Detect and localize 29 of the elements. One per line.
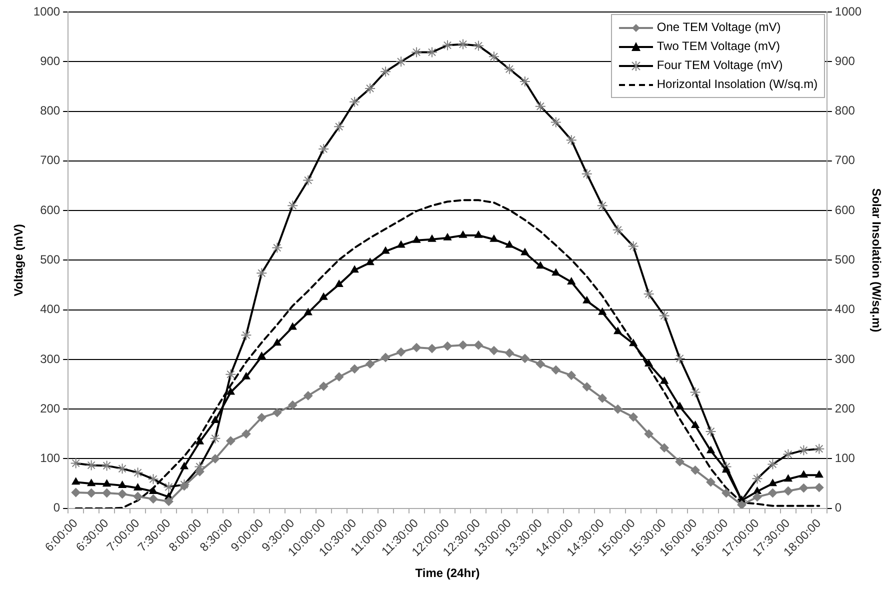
- legend-label: Horizontal Insolation (W/sq.m): [656, 76, 818, 93]
- y2-axis-title: Solar Insolation (W/sq.m): [869, 188, 884, 332]
- y-tick-label: 700: [40, 153, 60, 168]
- y-tick-label: 900: [40, 54, 60, 68]
- legend-label: Two TEM Voltage (mV): [656, 38, 780, 55]
- y-tick-label: 600: [40, 202, 60, 217]
- y2-tick-label: 300: [834, 352, 856, 366]
- y-tick-label: 100: [40, 451, 60, 466]
- x-axis-title: Time (24hr): [415, 566, 480, 580]
- y2-tick-label: 900: [834, 54, 856, 68]
- y-tick-label: 1000: [33, 4, 60, 18]
- y-tick-label: 400: [40, 302, 60, 316]
- y-tick-label: 300: [40, 352, 60, 366]
- y-tick-label: 800: [40, 104, 60, 118]
- y2-tick-label: 500: [834, 252, 856, 267]
- y2-tick-label: 0: [834, 500, 842, 515]
- y2-tick-label: 1000: [834, 4, 862, 18]
- y2-tick-label: 400: [834, 302, 856, 316]
- y-tick-label: 500: [40, 252, 60, 267]
- y-tick-label: 0: [53, 500, 60, 515]
- y-tick-label: 200: [40, 401, 60, 416]
- legend-label: One TEM Voltage (mV): [656, 19, 781, 36]
- legend-label: Four TEM Voltage (mV): [656, 57, 783, 74]
- y2-tick-label: 600: [834, 202, 856, 217]
- y2-tick-label: 100: [834, 451, 856, 466]
- y2-tick-label: 800: [834, 104, 856, 118]
- y-axis-title: Voltage (mV): [12, 224, 26, 296]
- y2-tick-label: 700: [834, 153, 856, 168]
- y2-tick-label: 200: [834, 401, 856, 416]
